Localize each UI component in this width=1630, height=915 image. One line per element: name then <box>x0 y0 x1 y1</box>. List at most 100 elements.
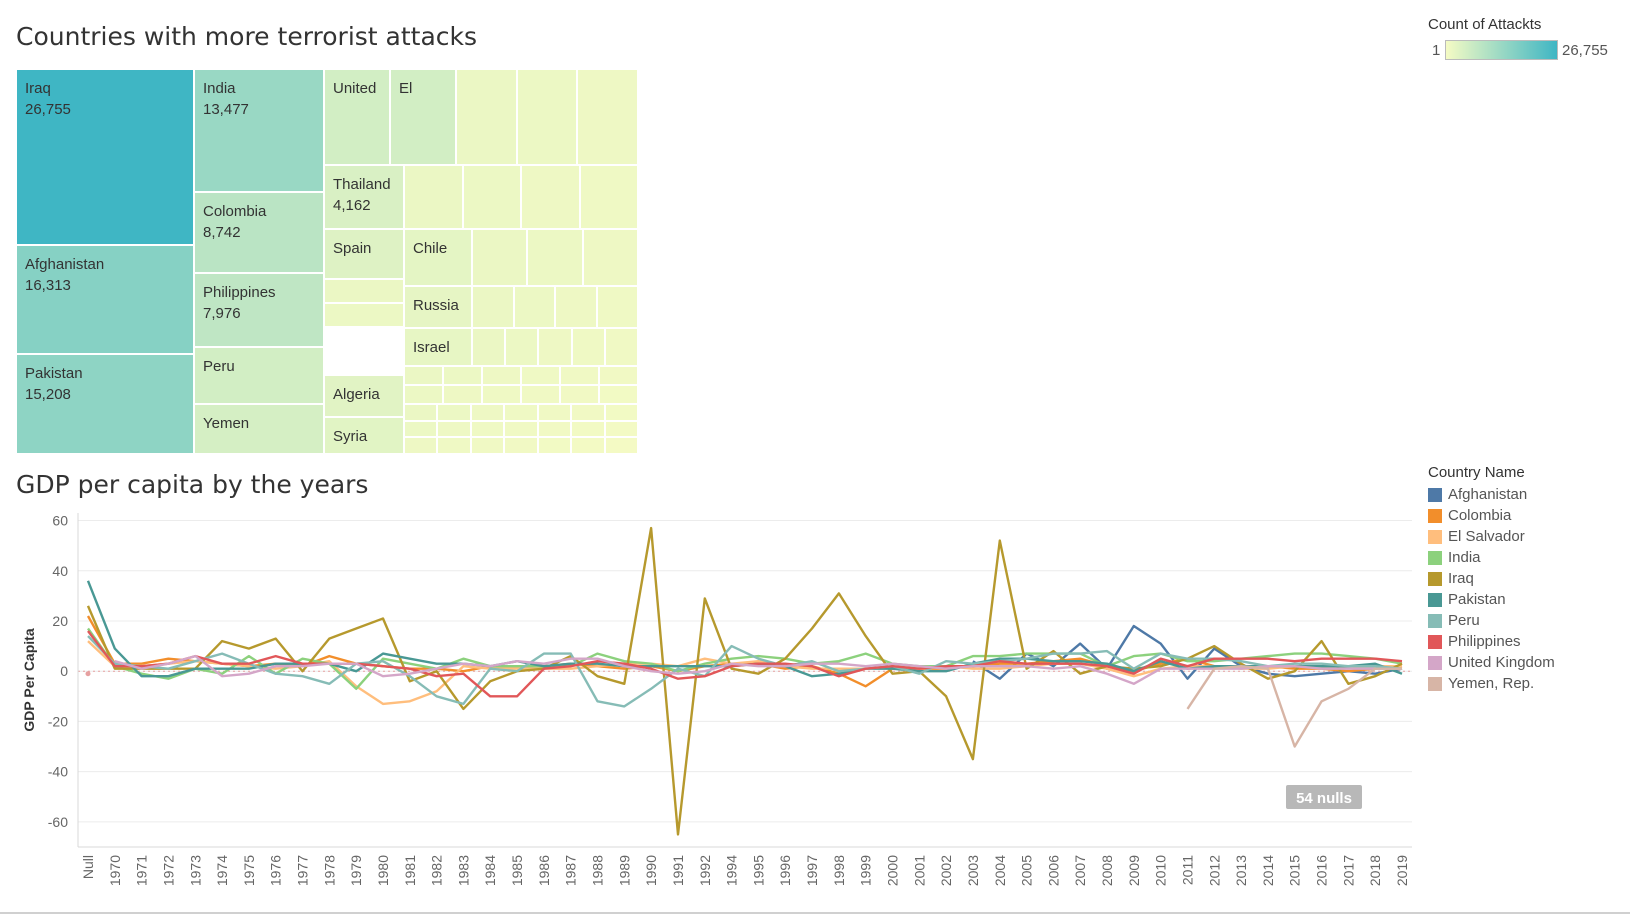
treemap-cell-small[interactable] <box>571 420 605 438</box>
y-tick-label: 0 <box>60 663 68 679</box>
treemap-cell-syria[interactable]: Syria <box>324 417 404 454</box>
treemap-cell-small[interactable] <box>577 69 638 165</box>
treemap-cell-small[interactable] <box>482 366 521 385</box>
treemap-cell-pakistan[interactable]: Pakistan 15,208 <box>16 354 194 454</box>
treemap-cell-small[interactable] <box>555 286 597 328</box>
treemap-cell-peru[interactable]: Peru <box>194 347 324 404</box>
x-tick-label: 2010 <box>1153 855 1169 886</box>
treemap-cell-small[interactable] <box>504 437 538 454</box>
y-tick-label: -40 <box>48 764 68 780</box>
treemap-cell-small[interactable] <box>472 229 528 286</box>
treemap-cell-small[interactable] <box>404 437 438 454</box>
treemap-cell-small[interactable] <box>604 437 638 454</box>
treemap-cell-thailand[interactable]: Thailand 4,162 <box>324 165 404 229</box>
x-tick-label: 1981 <box>402 855 418 886</box>
treemap-cell-small[interactable] <box>604 404 638 421</box>
treemap-cell-afghanistan[interactable]: Afghanistan 16,313 <box>16 245 194 354</box>
legend-item-india[interactable]: India <box>1428 547 1555 568</box>
legend-item-philippines[interactable]: Philippines <box>1428 631 1555 652</box>
treemap-cell-small[interactable] <box>537 404 572 421</box>
treemap-cell-india[interactable]: India 13,477 <box>194 69 324 192</box>
treemap-cell-small[interactable] <box>462 165 521 229</box>
legend-item-yemen-rep[interactable]: Yemen, Rep. <box>1428 673 1555 694</box>
treemap-cell-philippines[interactable]: Philippines 7,976 <box>194 273 324 347</box>
treemap-cell-small[interactable] <box>437 420 471 438</box>
treemap-cell-small[interactable] <box>604 420 638 438</box>
treemap-cell-small[interactable] <box>538 328 572 366</box>
treemap-cell-label: United <box>333 80 377 97</box>
treemap-cell-spain[interactable]: Spain <box>324 229 404 279</box>
treemap-cell-value: 15,208 <box>25 386 71 403</box>
treemap-cell-small[interactable] <box>521 366 560 385</box>
treemap-cell-small[interactable] <box>504 404 538 421</box>
treemap-cell-small[interactable] <box>443 366 482 385</box>
treemap-cell-small[interactable] <box>404 165 463 229</box>
legend-label: Colombia <box>1448 507 1512 524</box>
treemap-cell-small[interactable] <box>560 366 599 385</box>
treemap-cell-small[interactable] <box>599 366 638 385</box>
treemap-cell-el[interactable]: El <box>390 69 456 165</box>
x-tick-label: 1978 <box>321 855 337 886</box>
treemap-cell-label: El <box>399 80 413 97</box>
treemap-cell-small[interactable] <box>456 69 517 165</box>
legend-item-pakistan[interactable]: Pakistan <box>1428 589 1555 610</box>
x-tick-label: 1975 <box>241 855 257 886</box>
legend-item-peru[interactable]: Peru <box>1428 610 1555 631</box>
treemap-cell-small[interactable] <box>504 420 538 438</box>
treemap-cell-small[interactable] <box>404 366 443 385</box>
treemap-cell-small[interactable] <box>537 437 572 454</box>
treemap-cell-small[interactable] <box>324 303 404 327</box>
treemap-cell-small[interactable] <box>596 286 638 328</box>
treemap-cell-small[interactable] <box>404 420 438 438</box>
treemap-cell-russia[interactable]: Russia <box>404 286 472 328</box>
treemap-cell-small[interactable] <box>571 404 605 421</box>
treemap-cell-small[interactable] <box>516 69 578 165</box>
x-tick-label: 1982 <box>429 855 445 886</box>
series-legend: Country Name Afghanistan Colombia El Salva… <box>1428 464 1555 694</box>
treemap-cell-small[interactable] <box>437 404 471 421</box>
x-tick-label: 1992 <box>697 855 713 886</box>
treemap-cell-small[interactable] <box>560 385 599 404</box>
treemap-cell-small[interactable] <box>470 420 505 438</box>
treemap-cell-small[interactable] <box>470 404 505 421</box>
treemap-cell-small[interactable] <box>404 404 438 421</box>
treemap-cell-small[interactable] <box>472 328 506 366</box>
treemap-cell-small[interactable] <box>527 229 583 286</box>
treemap-cell-small[interactable] <box>472 286 514 328</box>
treemap-cell-iraq[interactable]: Iraq 26,755 <box>16 69 194 245</box>
legend-item-afghanistan[interactable]: Afghanistan <box>1428 484 1555 505</box>
treemap-cell-small[interactable] <box>579 165 638 229</box>
legend-item-colombia[interactable]: Colombia <box>1428 505 1555 526</box>
treemap-cell-small[interactable] <box>324 279 404 303</box>
treemap-cell-small[interactable] <box>599 385 638 404</box>
treemap-cell-small[interactable] <box>404 385 443 404</box>
treemap-cell-yemen[interactable]: Yemen <box>194 404 324 454</box>
treemap-cell-algeria[interactable]: Algeria <box>324 375 404 417</box>
treemap-cell-small[interactable] <box>537 420 572 438</box>
treemap-cell-colombia[interactable]: Colombia 8,742 <box>194 192 324 273</box>
treemap-cell-chile[interactable]: Chile <box>404 229 472 286</box>
x-tick-label: 2012 <box>1206 855 1222 886</box>
treemap-cell-small[interactable] <box>571 437 605 454</box>
legend-item-el-salvador[interactable]: El Salvador <box>1428 526 1555 547</box>
treemap-cell-small[interactable] <box>521 165 580 229</box>
treemap-cell-small[interactable] <box>521 385 560 404</box>
series-legend-title: Country Name <box>1428 464 1525 481</box>
treemap-cell-small[interactable] <box>582 229 638 286</box>
treemap-cell-small[interactable] <box>482 385 521 404</box>
treemap-cell-small[interactable] <box>437 437 471 454</box>
treemap-cell-israel[interactable]: Israel <box>404 328 472 366</box>
x-tick-label: Null <box>80 855 96 879</box>
treemap-cell-small[interactable] <box>571 328 605 366</box>
legend-item-united-kingdom[interactable]: United Kingdom <box>1428 652 1555 673</box>
color-legend-gradient <box>1445 40 1558 60</box>
treemap-cell-small[interactable] <box>513 286 555 328</box>
treemap-cell-united[interactable]: United <box>324 69 390 165</box>
x-tick-label: 1984 <box>482 855 498 886</box>
treemap-cell-label: Yemen <box>203 415 250 432</box>
treemap-cell-small[interactable] <box>443 385 482 404</box>
treemap-cell-small[interactable] <box>470 437 505 454</box>
treemap-cell-small[interactable] <box>505 328 539 366</box>
legend-item-iraq[interactable]: Iraq <box>1428 568 1555 589</box>
treemap-cell-small[interactable] <box>604 328 638 366</box>
